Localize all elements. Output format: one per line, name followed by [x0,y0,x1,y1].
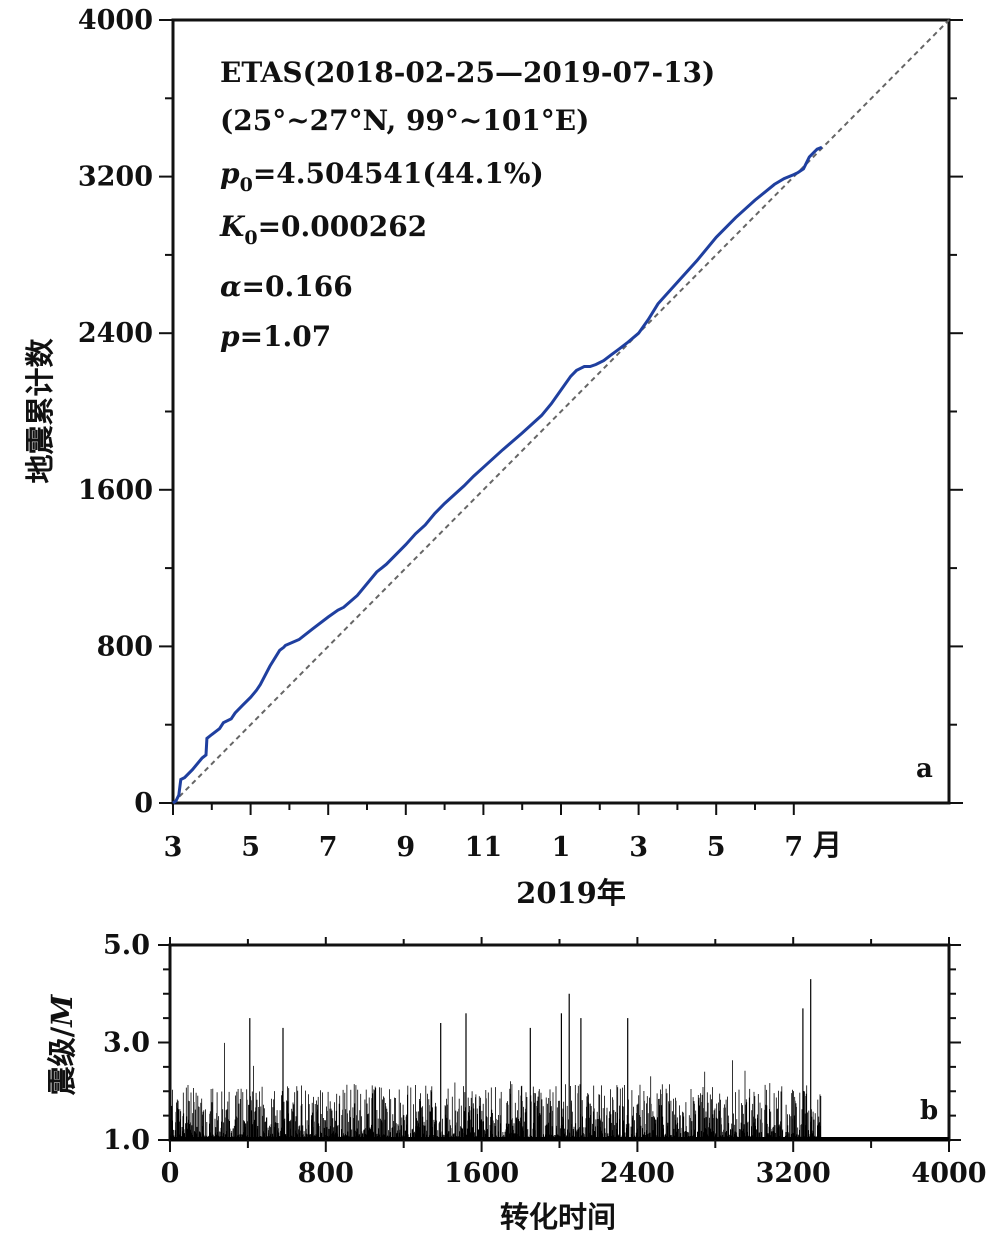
x-tick-label: 3200 [756,1158,831,1189]
panel-b-letter: b [920,1096,938,1126]
annotation-k0-symbol: K [219,210,246,243]
panel-a-x-axis-title: 2019年 [516,876,626,910]
annotation-k0-value: =0.000262 [258,210,428,243]
annotation-region: (25°~27°N, 99°~101°E) [220,104,589,137]
annotation-etas-period: ETAS(2018-02-25—2019-07-13) [220,56,715,89]
x-tick-label: 3 [629,832,648,863]
x-tick-label: 1600 [444,1158,519,1189]
panel-b-y-axis-title: 震级/M [45,994,79,1096]
x-tick-label: 11 [465,832,503,863]
y-tick-label: 2400 [78,318,153,349]
x-tick-label: 5 [707,832,726,863]
x-tick-label: 4000 [911,1158,986,1189]
panel-b-y-axis-title-symbol: M [45,994,79,1028]
x-tick-label: 5 [241,832,260,863]
x-tick-label: 3 [164,832,183,863]
y-tick-label: 1600 [78,475,153,506]
panel-b-magnitude-bars [169,979,822,1140]
annotation-k0-subscript: 0 [244,227,257,249]
panel-a-x-unit-label: 月 [812,828,842,862]
panel-b: 1.0 3.0 5.0 0 800 1600 2400 3200 4000 b 震级/M 转化… [45,930,987,1234]
annotation-p-symbol: p [220,320,240,353]
y-tick-label: 800 [97,631,153,662]
annotation-k0: K0=0.000262 [219,210,427,249]
panel-a-y-axis-title: 地震累计数 [23,338,57,484]
panel-a-x-ticks: 3 5 7 9 11 1 3 5 7 [164,803,803,863]
annotation-p0: p0=4.504541(44.1%) [220,157,544,196]
annotation-p0-subscript: 0 [240,174,253,196]
x-tick-label: 1 [552,832,571,863]
annotation-p0-symbol: p [220,157,240,190]
y-tick-label: 0 [134,788,153,819]
x-tick-label: 2400 [600,1158,675,1189]
x-tick-label: 800 [298,1158,354,1189]
x-tick-label: 0 [161,1158,180,1189]
panel-b-y-ticks: 1.0 3.0 5.0 [103,930,961,1156]
annotation-p0-value: =4.504541(44.1%) [253,157,544,190]
annotation-alpha: α=0.166 [220,270,353,303]
panel-a-letter: a [916,754,933,784]
annotation-alpha-value: =0.166 [242,270,353,303]
x-tick-label: 7 [784,832,803,863]
annotation-alpha-symbol: α [220,270,242,303]
panel-b-y-axis-title-main: 震级/ [45,1026,79,1095]
y-tick-label: 3200 [78,162,153,193]
y-tick-label: 4000 [78,5,153,36]
y-tick-label: 1.0 [103,1125,150,1156]
panel-a-cumulative-curve [172,145,823,805]
panel-b-x-axis-title: 转化时间 [500,1200,616,1234]
y-tick-label: 5.0 [103,930,150,961]
panel-a-y-ticks: 0 800 1600 2400 3200 4000 [78,5,963,819]
panel-a-reference-line [172,19,950,804]
annotation-p: p=1.07 [220,320,331,353]
y-tick-label: 3.0 [103,1028,150,1059]
annotation-p-value: =1.07 [240,320,332,353]
x-tick-label: 9 [396,832,415,863]
panel-b-x-ticks: 0 800 1600 2400 3200 4000 [161,937,987,1189]
x-tick-label: 7 [319,832,338,863]
